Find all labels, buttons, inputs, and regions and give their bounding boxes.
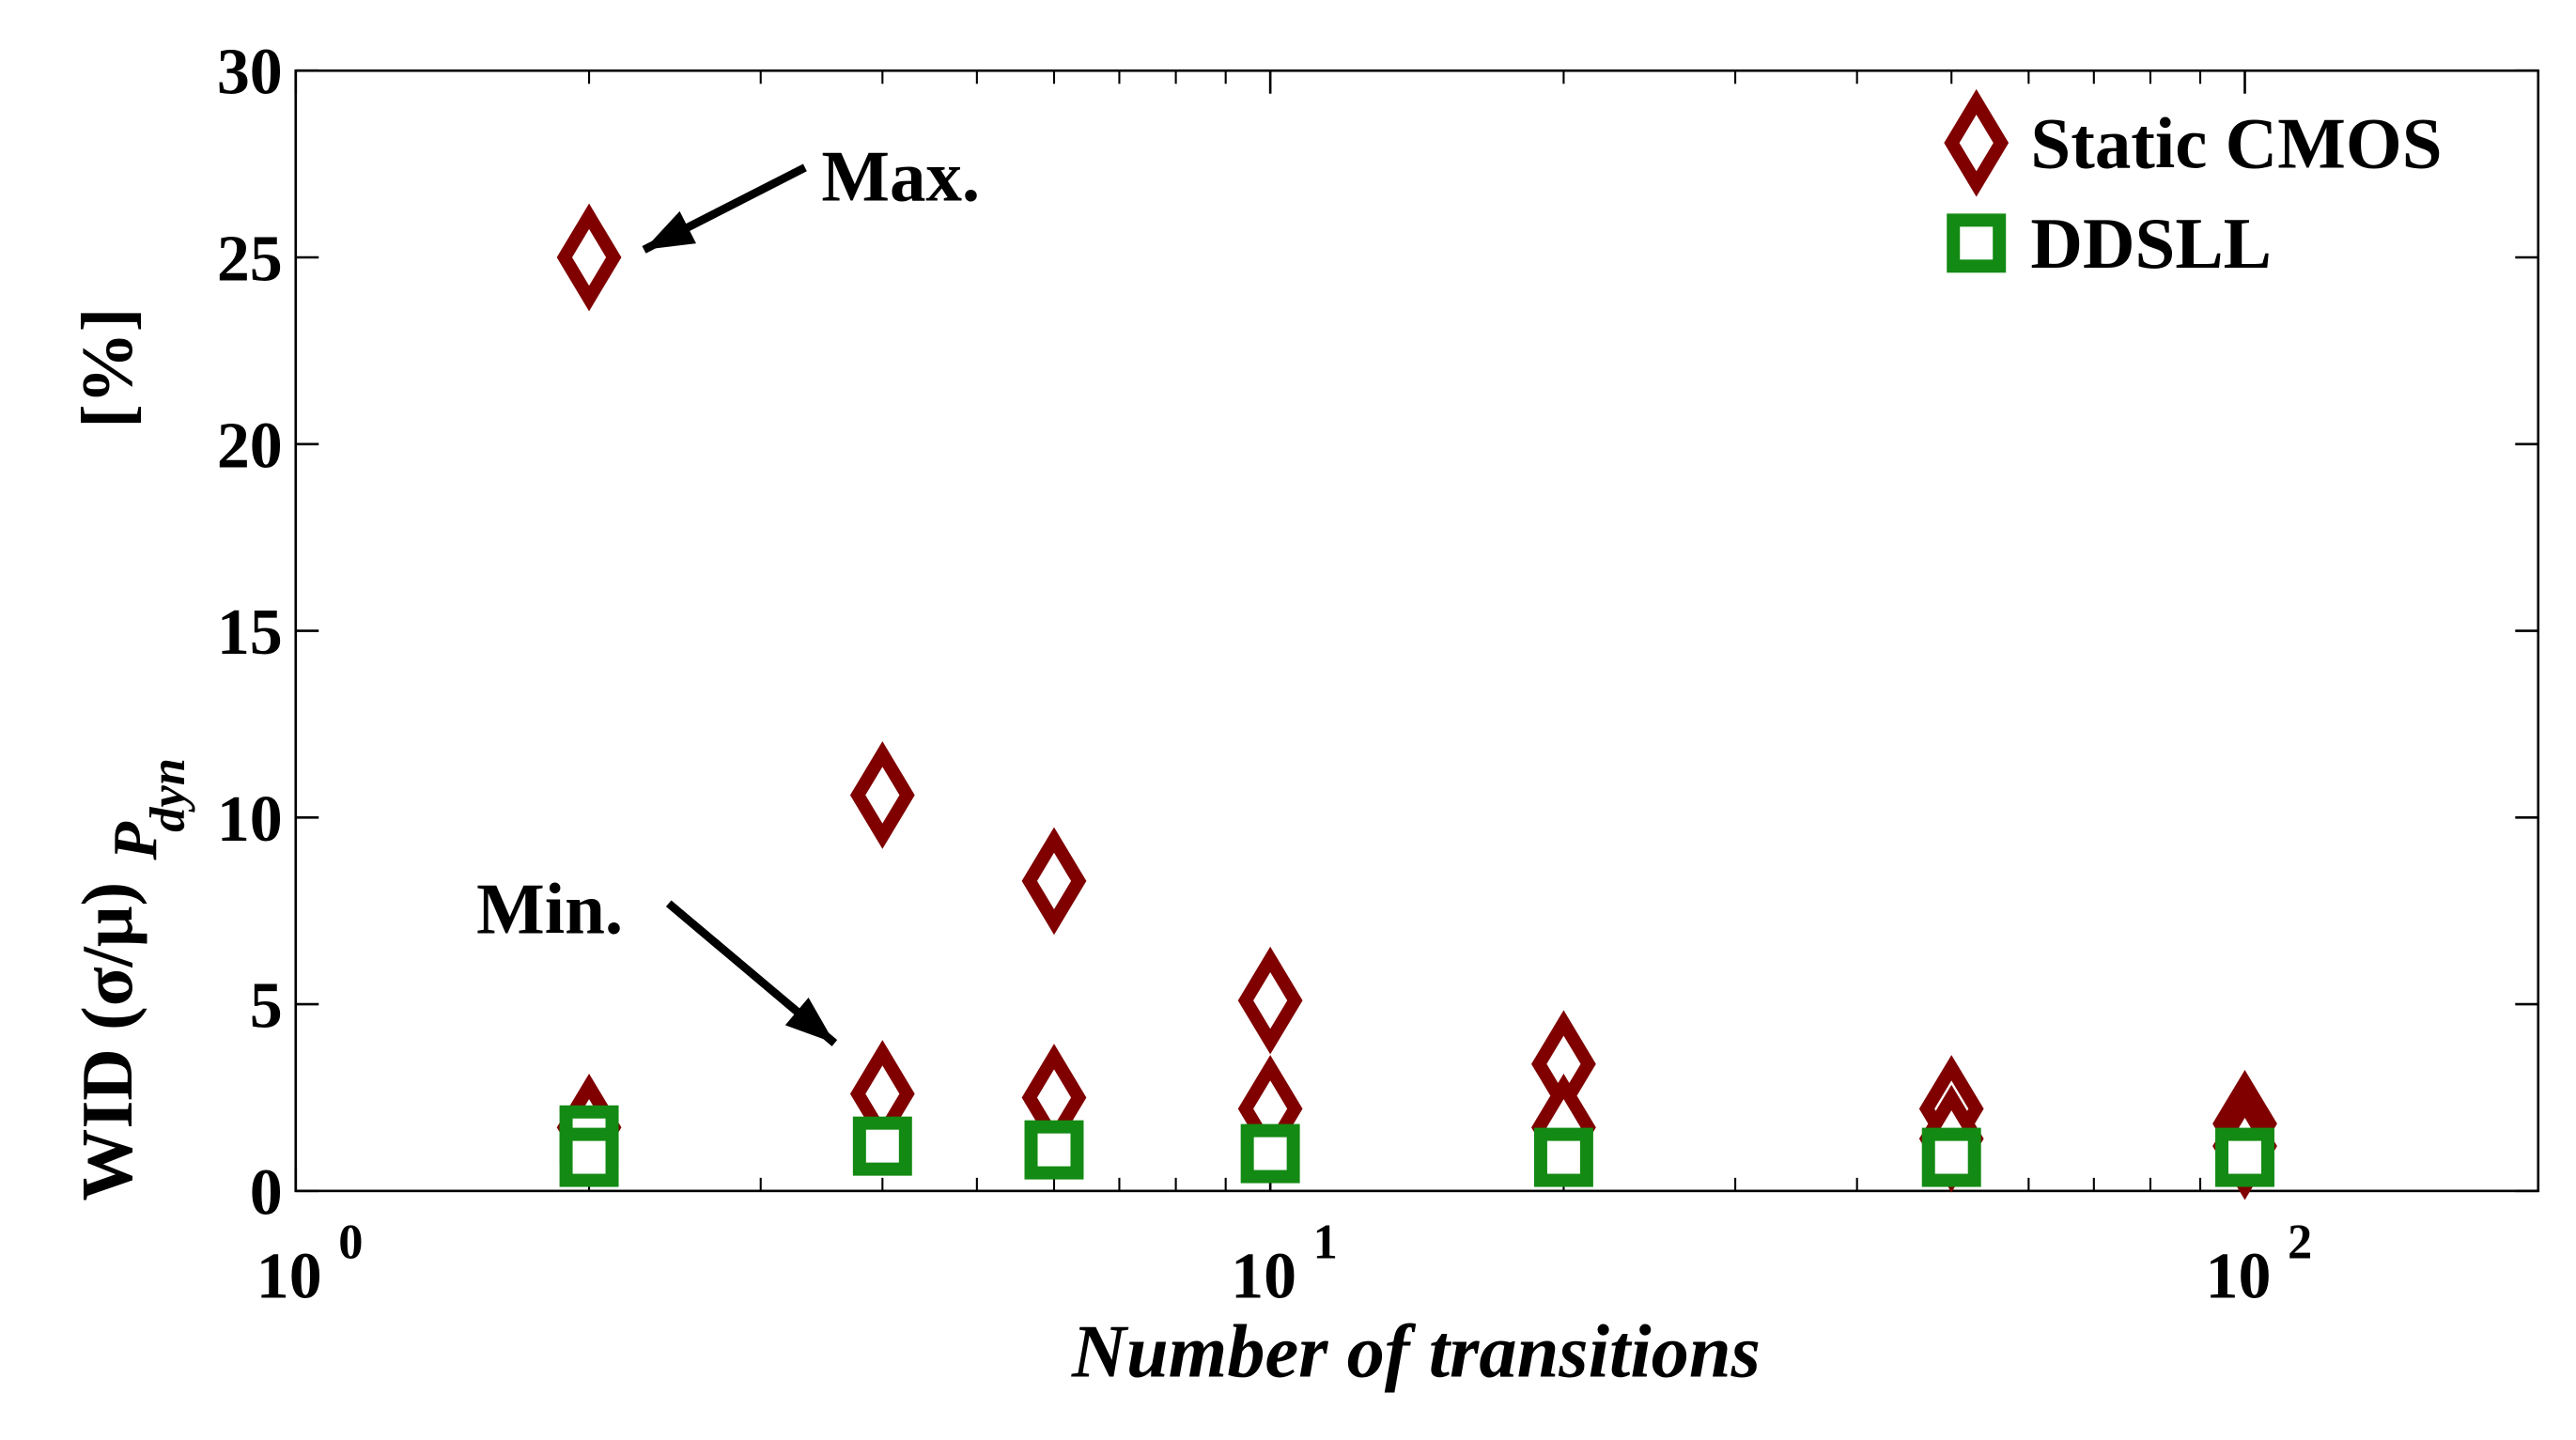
point bbox=[1021, 827, 1087, 936]
y-axis-label-main: WID (σ/μ) bbox=[67, 882, 147, 1201]
legend-marker bbox=[1944, 88, 2010, 197]
annotation: Min. bbox=[476, 868, 623, 949]
y-tick-label: 25 bbox=[217, 223, 283, 295]
annotation: Max. bbox=[821, 135, 980, 216]
point bbox=[1921, 1127, 1981, 1187]
legend-marker bbox=[1947, 213, 2007, 273]
x-tick-label: 10 bbox=[1231, 1241, 1296, 1313]
y-tick-label: 0 bbox=[250, 1156, 283, 1229]
x-tick-label: 10 bbox=[256, 1241, 322, 1313]
x-tick-exponent: 2 bbox=[2288, 1215, 2312, 1270]
annotation-arrowhead bbox=[644, 210, 696, 250]
point bbox=[1240, 1123, 1300, 1184]
x-tick-exponent: 1 bbox=[1313, 1215, 1338, 1270]
y-axis-label-unit: [%] bbox=[67, 308, 147, 428]
point bbox=[2215, 1127, 2274, 1187]
x-tick-label: 10 bbox=[2206, 1241, 2272, 1313]
y-tick-label: 30 bbox=[217, 37, 283, 109]
y-tick-label: 20 bbox=[217, 410, 283, 482]
point bbox=[849, 741, 915, 849]
point bbox=[852, 1116, 912, 1176]
y-tick-label: 10 bbox=[217, 783, 283, 856]
x-axis-label: Number of transitions bbox=[1071, 1309, 1761, 1393]
x-tick-exponent: 0 bbox=[338, 1215, 363, 1270]
point bbox=[1533, 1127, 1593, 1187]
legend-label: DDSLL bbox=[2030, 203, 2272, 284]
point bbox=[559, 1127, 619, 1187]
point bbox=[1237, 946, 1303, 1055]
legend-label: Static CMOS bbox=[2030, 102, 2442, 183]
plot-frame bbox=[294, 69, 2540, 1193]
y-axis-label-sub: P bbox=[101, 822, 170, 861]
y-axis-label-subsub: dyn bbox=[141, 758, 195, 832]
y-tick-label: 5 bbox=[250, 970, 283, 1043]
y-tick-label: 15 bbox=[217, 596, 283, 669]
point bbox=[1024, 1120, 1084, 1180]
point bbox=[556, 203, 622, 312]
annotation-arrowhead bbox=[784, 997, 835, 1044]
